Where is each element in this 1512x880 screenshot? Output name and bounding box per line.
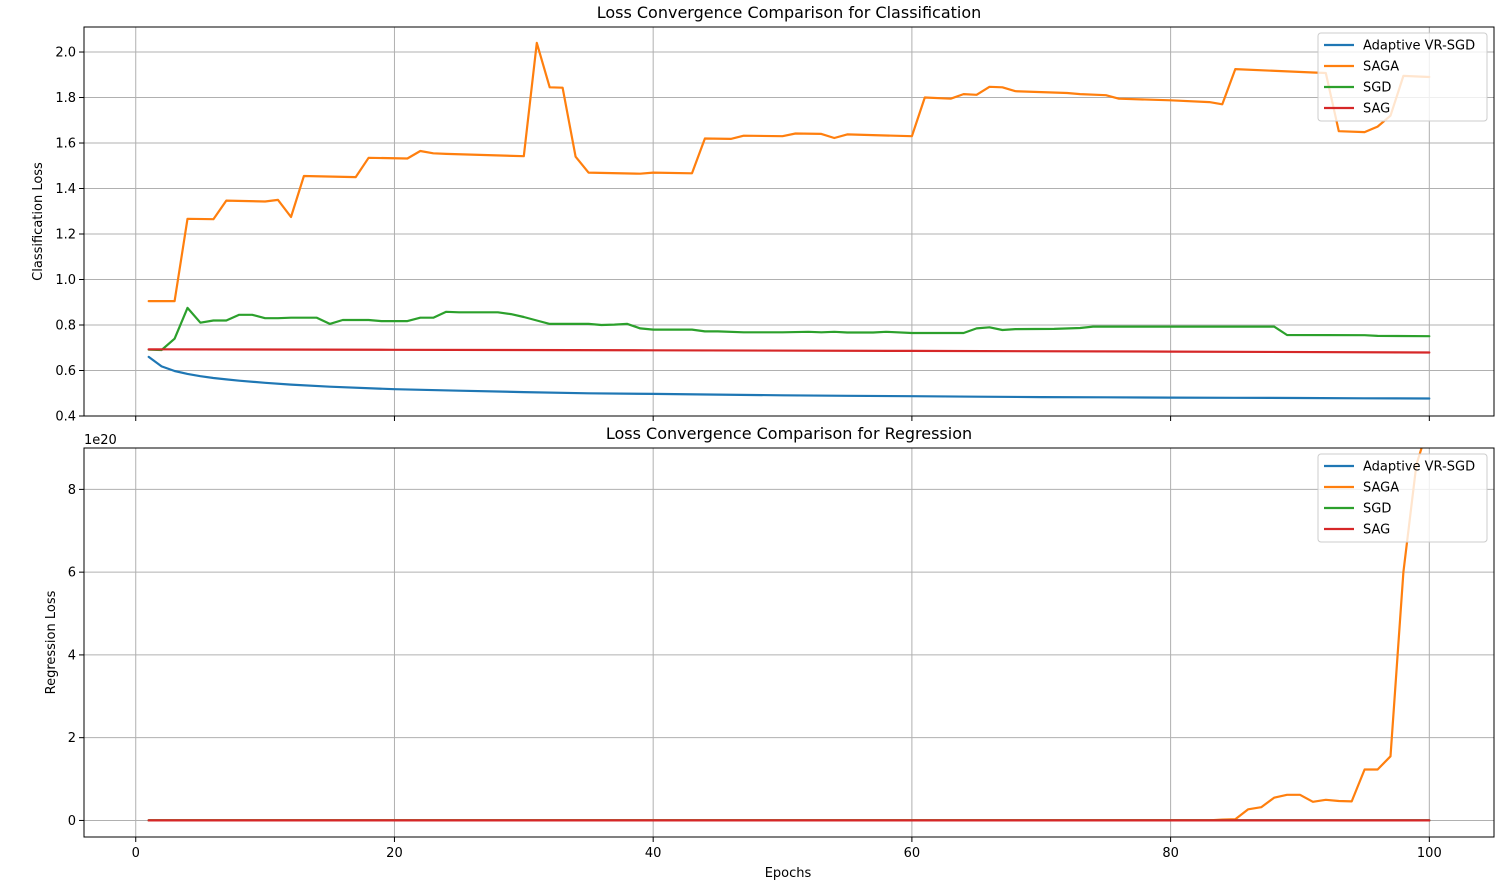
series-line-saga [147, 448, 1423, 822]
legend-label-adaptive-vr-sgd: Adaptive VR-SGD [1363, 39, 1475, 54]
series-group [147, 448, 1431, 822]
y-tick-label: 2.0 [55, 46, 76, 61]
axes-frame [83, 26, 1495, 417]
x-tick-label: 0 [132, 846, 140, 861]
series-line-adaptive-vr-sgd [147, 355, 1431, 400]
x-tick-label: 40 [645, 846, 662, 861]
chart-panel-1: 0.4 0.6 0.8 1.0 1.2 1.4 1.6 1.8 2.0 Loss Converge… [31, 3, 1495, 425]
y-tick-label: 1.6 [55, 137, 76, 152]
chart-title: Loss Convergence Comparison for Regressi… [606, 424, 972, 443]
legend-label-sag: SAG [1363, 102, 1390, 117]
chart-title: Loss Convergence Comparison for Classifi… [597, 3, 982, 22]
legend: Adaptive VR-SGD SAGA SGD SAG [1317, 32, 1488, 122]
legend-label-sag: SAG [1363, 523, 1390, 538]
y-tick-label: 2 [68, 731, 76, 746]
legend-label-sgd: SGD [1363, 81, 1391, 96]
y-tick-label: 1.2 [55, 228, 76, 243]
series-line-sgd [147, 306, 1431, 352]
y-tick-label: 0.8 [55, 319, 76, 334]
y-tick-label: 1.0 [55, 273, 76, 288]
series-group [147, 41, 1431, 400]
y-tick-label: 0.6 [55, 364, 76, 379]
series-line-sag [147, 348, 1431, 354]
y-tick-label: 0 [68, 814, 76, 829]
legend-label-sgd: SGD [1363, 502, 1391, 517]
legend: Adaptive VR-SGD SAGA SGD SAG [1317, 453, 1488, 543]
axes-frame [83, 447, 1495, 838]
y-tick-label: 0.4 [55, 410, 76, 425]
y-tick-label: 6 [68, 566, 76, 581]
y-tick-label: 1.4 [55, 182, 76, 197]
figure-xlabel: Epochs [765, 866, 812, 880]
series-line-saga [147, 41, 1431, 303]
x-tick-label: 20 [386, 846, 403, 861]
legend-box [1317, 32, 1488, 122]
y-axis-label: Regression Loss [44, 590, 59, 694]
legend-box [1317, 453, 1488, 543]
x-tick-label: 60 [904, 846, 921, 861]
legend-label-saga: SAGA [1363, 60, 1399, 75]
x-tick-label: 80 [1162, 846, 1179, 861]
y-axis-label: Classification Loss [31, 162, 46, 281]
legend-label-saga: SAGA [1363, 481, 1399, 496]
legend-label-adaptive-vr-sgd: Adaptive VR-SGD [1363, 460, 1475, 475]
y-offset-label: 1e20 [84, 433, 117, 448]
chart-panel-2: 0 20 40 60 80 100 0 2 4 6 8 1e20 Loss Convergence Co… [44, 424, 1495, 861]
y-tick-label: 4 [68, 648, 76, 663]
x-tick-label: 100 [1417, 846, 1442, 861]
y-tick-label: 1.8 [55, 91, 76, 106]
y-tick-label: 8 [68, 483, 76, 498]
